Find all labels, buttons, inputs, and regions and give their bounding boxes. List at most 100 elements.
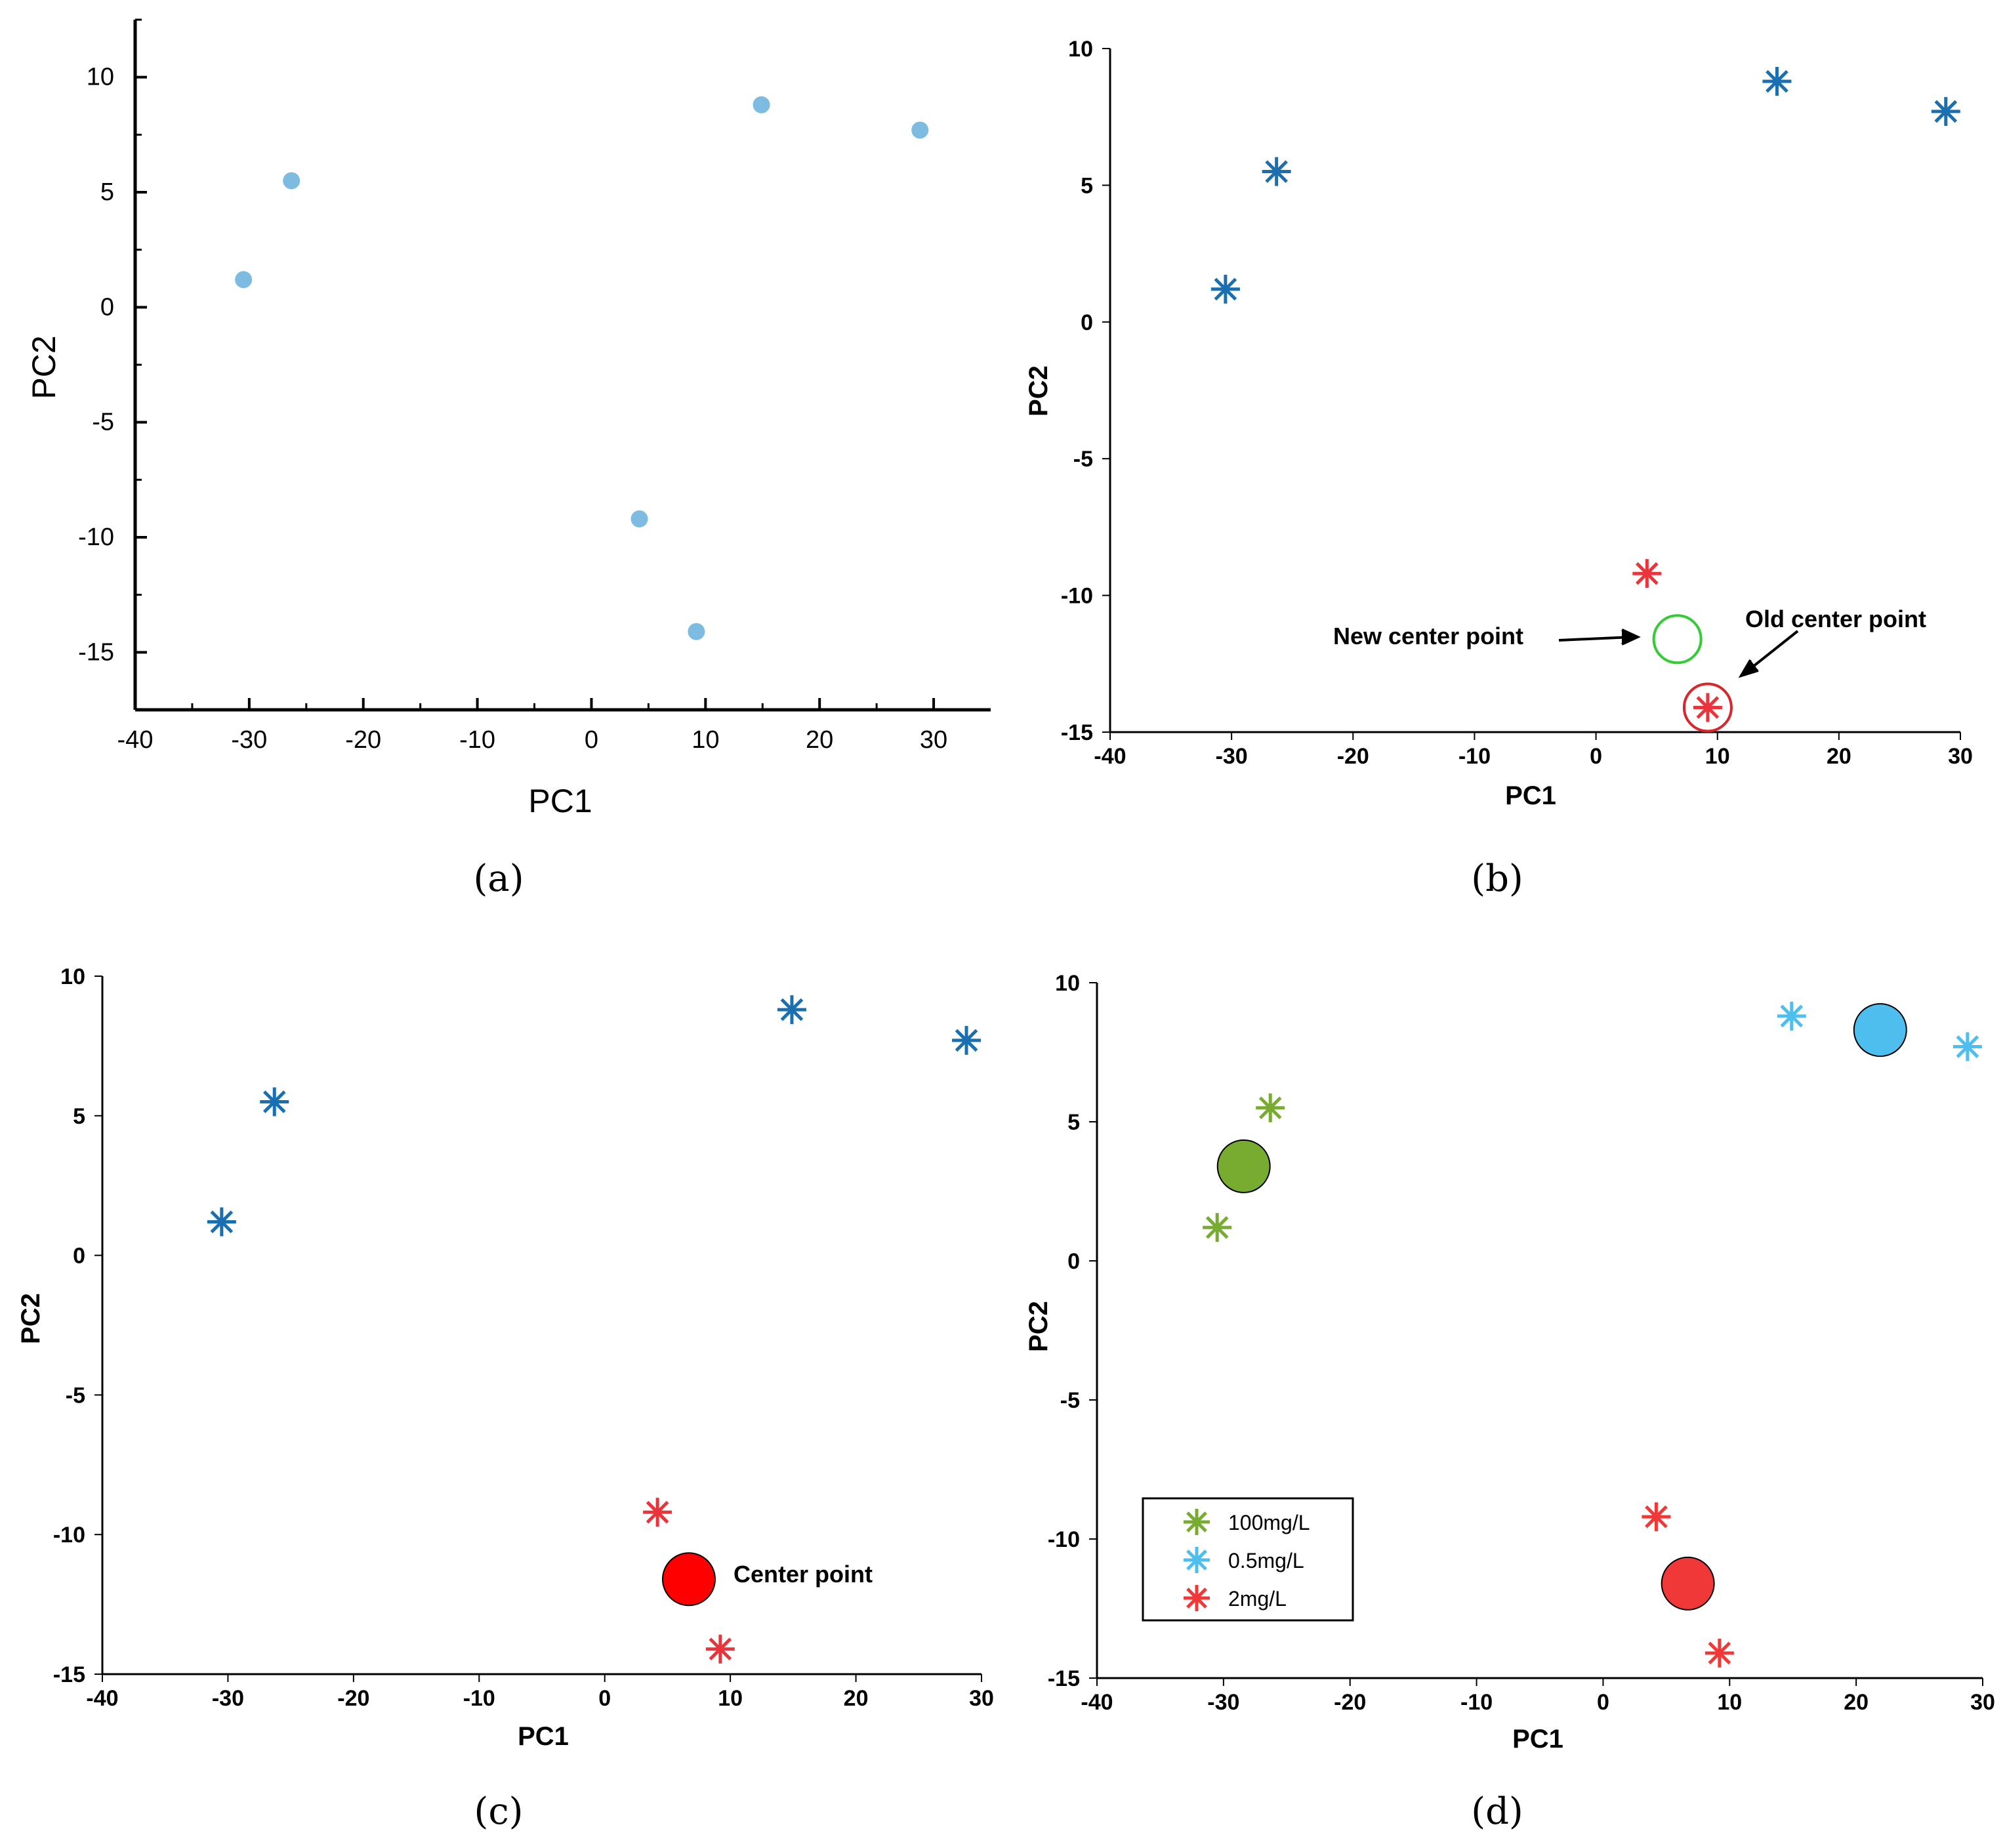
legend-label-100mg: 100mg/L: [1228, 1511, 1310, 1534]
point-c-cluster-red-0: [643, 1498, 672, 1527]
plot-area-d: -40 -30 -20 -10 0 10 20 30 -15 -10 -5 0 5 10: [1048, 971, 1995, 1715]
ylabel-a: PC2: [26, 335, 62, 399]
y-tick-label-a-4: 5: [100, 178, 114, 206]
annotation-center-point: Center point: [734, 1561, 873, 1588]
legend-label-05mg: 0.5mg/L: [1228, 1549, 1304, 1572]
point-a-samples-3: [688, 623, 705, 640]
center-marker-center: [661, 1552, 716, 1607]
y-tick-label-b-0: -15: [1061, 720, 1093, 745]
center-marker-old-center: [1682, 682, 1733, 733]
panel-d: -40 -30 -20 -10 0 10 20 30 -15 -10 -5 0 5 10 100mg/L …: [1024, 971, 1995, 1833]
x-tick-label-c-1: -30: [212, 1686, 244, 1711]
center-marker-center-100: [1216, 1139, 1271, 1193]
legend-markers: [1184, 1509, 1210, 1611]
x-tick-label-b-0: -40: [1094, 744, 1126, 769]
x-tick-label-d-6: 20: [1844, 1690, 1869, 1715]
xlabel-a: PC1: [528, 783, 592, 819]
x-tick-label-c-7: 30: [969, 1686, 994, 1711]
x-tick-label-a-4: 0: [585, 726, 598, 754]
y-tick-label-b-4: 5: [1081, 173, 1093, 198]
point-c-cluster-blue-1: [260, 1087, 289, 1117]
x-tick-label-a-7: 30: [920, 726, 947, 754]
x-tick-label-c-0: -40: [86, 1686, 118, 1711]
x-tick-label-d-5: 10: [1717, 1690, 1742, 1715]
annotation-new-center: New center point: [1333, 623, 1523, 649]
x-tick-label-c-5: 10: [718, 1686, 743, 1711]
xlabel-c: PC1: [518, 1722, 569, 1751]
y-tick-label-d-1: -10: [1048, 1527, 1080, 1552]
x-tick-label-d-7: 30: [1970, 1690, 1995, 1715]
y-tick-label-a-1: -10: [78, 524, 114, 551]
y-tick-label-d-0: -15: [1048, 1666, 1080, 1691]
x-tick-label-a-0: -40: [117, 726, 154, 754]
x-tick-label-b-5: 10: [1705, 744, 1730, 769]
x-tick-label-d-4: 0: [1597, 1690, 1609, 1715]
point-b-cluster-blue-1: [1262, 157, 1291, 186]
point-b-cluster-red-0: [1632, 559, 1662, 588]
x-tick-label-d-0: -40: [1081, 1690, 1113, 1715]
x-tick-label-a-5: 10: [692, 726, 719, 754]
plot-area-c: -40 -30 -20 -10 0 10 20 30 -15 -10 -5 0 5 10: [53, 964, 994, 1711]
y-tick-label-c-4: 5: [73, 1104, 85, 1129]
y-tick-label-d-4: 5: [1067, 1110, 1080, 1135]
point-b-cluster-blue-2: [1762, 67, 1792, 96]
ylabel-d: PC2: [1024, 1301, 1053, 1352]
annotation-old-center: Old center point: [1745, 606, 1926, 632]
point-d-100mg-L-0: [1203, 1213, 1232, 1242]
x-tick-label-c-4: 0: [598, 1686, 611, 1711]
x-tick-label-b-1: -30: [1216, 744, 1248, 769]
x-tick-label-d-1: -30: [1207, 1690, 1239, 1715]
caption-b: (b): [1471, 857, 1523, 900]
center-marker-center-05: [1853, 1003, 1907, 1057]
x-tick-label-a-1: -30: [231, 726, 267, 754]
point-d-0-5mg-L-1: [1953, 1032, 1982, 1061]
x-tick-label-d-2: -20: [1334, 1690, 1366, 1715]
point-a-samples-0: [235, 271, 253, 289]
center-marker-new-center: [1652, 614, 1703, 665]
point-d-2mg-L-1: [1705, 1638, 1734, 1668]
y-tick-label-d-5: 10: [1055, 971, 1080, 996]
point-c-cluster-blue-2: [777, 995, 806, 1025]
point-b-cluster-red-1: [1693, 693, 1722, 722]
y-tick-label-d-3: 0: [1067, 1249, 1080, 1274]
y-tick-label-b-2: -5: [1073, 447, 1093, 472]
legend-marker-2: [1184, 1585, 1210, 1611]
y-tick-label-c-0: -15: [53, 1662, 85, 1687]
x-tick-label-c-6: 20: [844, 1686, 869, 1711]
point-b-cluster-blue-0: [1210, 274, 1240, 304]
legend-label-2mg: 2mg/L: [1228, 1587, 1287, 1611]
plot-area-a: -40 -30 -20 -10 0 10 20 30 -15 -10 -5 0 5 10: [78, 18, 991, 754]
x-tick-label-b-7: 30: [1948, 744, 1973, 769]
xlabel-b: PC1: [1505, 781, 1556, 810]
point-c-cluster-red-1: [705, 1634, 735, 1664]
caption-c: (c): [474, 1790, 523, 1833]
xlabel-d: PC1: [1512, 1725, 1563, 1754]
point-c-cluster-blue-0: [207, 1207, 236, 1237]
x-tick-label-a-6: 20: [806, 726, 833, 754]
y-tick-label-c-3: 0: [73, 1244, 85, 1269]
point-a-samples-5: [911, 121, 929, 139]
legend-marker-0: [1184, 1509, 1210, 1535]
point-c-cluster-blue-3: [952, 1025, 982, 1055]
caption-a: (a): [473, 857, 524, 900]
y-tick-label-a-2: -5: [92, 409, 114, 436]
plot-area-b: -40 -30 -20 -10 0 10 20 30 -15 -10 -5 0 5 10: [1061, 37, 1973, 769]
x-tick-label-b-6: 20: [1827, 744, 1851, 769]
arrow-new-center: [1558, 628, 1641, 646]
y-tick-label-b-5: 10: [1068, 37, 1093, 62]
ylabel-b: PC2: [1024, 365, 1053, 417]
point-d-100mg-L-1: [1256, 1093, 1285, 1122]
point-d-2mg-L-0: [1642, 1502, 1671, 1532]
x-tick-label-c-2: -20: [337, 1686, 369, 1711]
x-tick-label-c-3: -10: [463, 1686, 495, 1711]
y-tick-label-d-2: -5: [1060, 1388, 1080, 1413]
point-a-samples-1: [283, 172, 300, 190]
point-a-samples-4: [753, 96, 770, 113]
y-tick-label-a-5: 10: [87, 64, 114, 91]
x-tick-label-b-4: 0: [1590, 744, 1602, 769]
y-tick-label-a-0: -15: [78, 638, 114, 666]
legend-marker-1: [1184, 1547, 1210, 1573]
x-tick-label-a-3: -10: [459, 726, 495, 754]
